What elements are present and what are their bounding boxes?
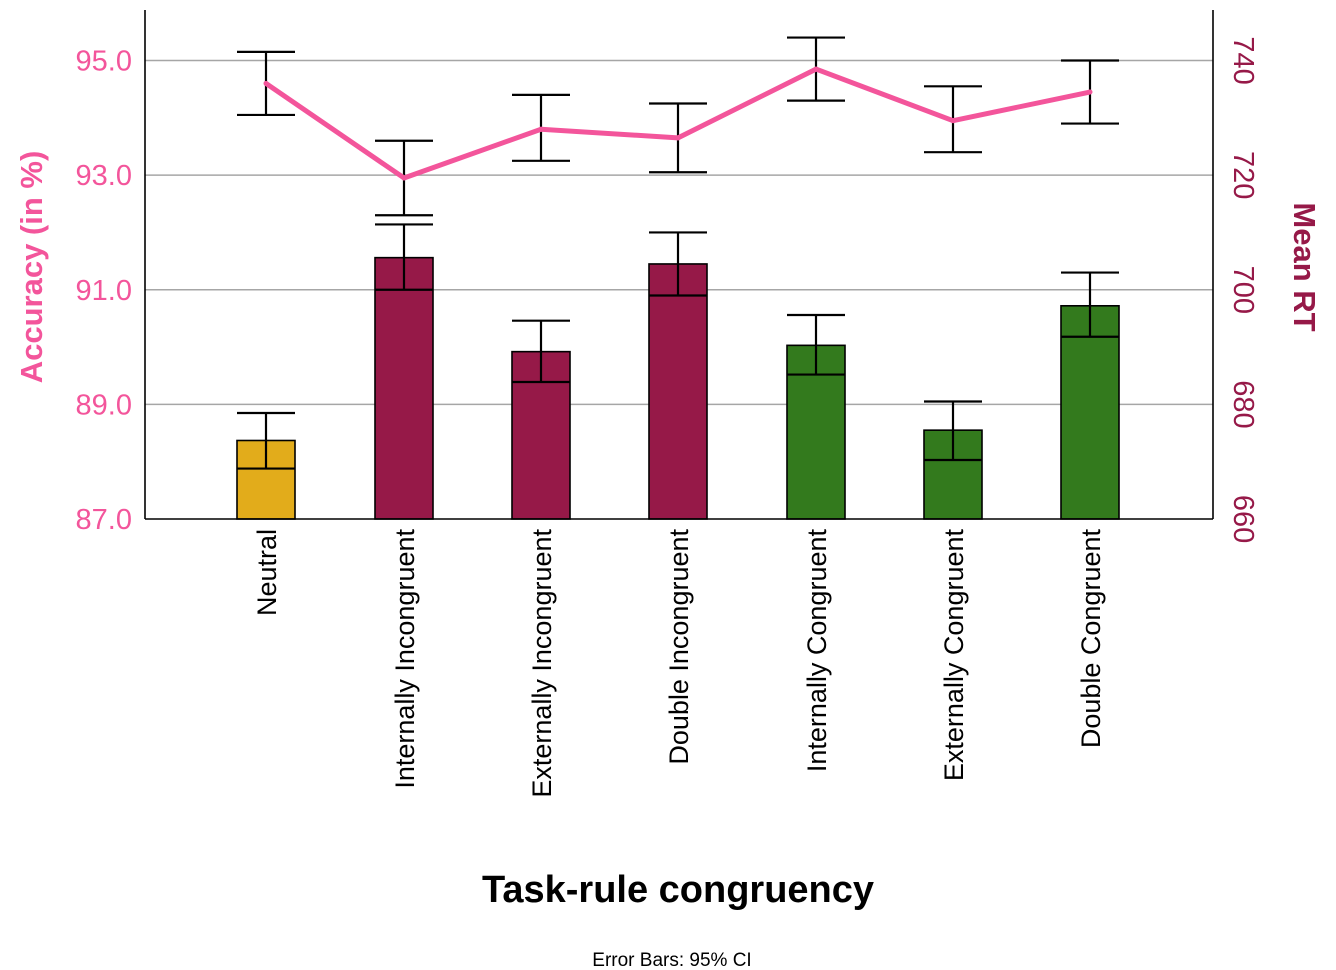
right-tick-label: 700 bbox=[1227, 266, 1259, 314]
left-tick-label: 87.0 bbox=[76, 504, 132, 536]
line-point bbox=[813, 66, 819, 72]
axes bbox=[144, 10, 1214, 520]
right-tick-label: 720 bbox=[1227, 151, 1259, 199]
left-tick-label: 95.0 bbox=[76, 46, 132, 78]
left-tick-label: 89.0 bbox=[76, 389, 132, 421]
bar-error-bar bbox=[375, 223, 433, 291]
bar bbox=[374, 256, 434, 520]
y-axis-right-title: Mean RT bbox=[1287, 202, 1322, 331]
category-label: Externally Congruent bbox=[939, 529, 969, 782]
category-label: Externally Incongruent bbox=[527, 529, 557, 798]
category-label: Double Congruent bbox=[1076, 529, 1106, 749]
category-label: Double Incongruent bbox=[664, 529, 694, 765]
line-point bbox=[263, 80, 269, 86]
right-axis-ticks: 660 680 700 720 740 bbox=[1227, 36, 1259, 543]
category-label: Internally Congruent bbox=[802, 529, 832, 773]
category-labels: Neutral Internally Incongruent Externally … bbox=[252, 529, 1106, 798]
bar-error-bar bbox=[237, 411, 295, 470]
line-error-bars bbox=[237, 36, 1119, 217]
line-point bbox=[401, 175, 407, 181]
line-point bbox=[950, 118, 956, 124]
accuracy-line bbox=[263, 66, 1093, 181]
bar bbox=[648, 263, 708, 520]
bar-error-bar bbox=[649, 231, 707, 297]
line-point bbox=[675, 135, 681, 141]
left-tick-label: 91.0 bbox=[76, 275, 132, 307]
bars bbox=[236, 256, 1120, 520]
bar-error-bar bbox=[924, 400, 982, 462]
line-point bbox=[1087, 89, 1093, 95]
right-tick-label: 660 bbox=[1227, 495, 1259, 543]
right-tick-label: 740 bbox=[1227, 36, 1259, 84]
category-label: Neutral bbox=[252, 529, 282, 616]
left-tick-label: 93.0 bbox=[76, 160, 132, 192]
right-tick-label: 680 bbox=[1227, 380, 1259, 428]
left-axis-ticks: 87.0 89.0 91.0 93.0 95.0 bbox=[76, 46, 132, 537]
category-label: Internally Incongruent bbox=[390, 529, 420, 789]
error-bars-note: Error Bars: 95% CI bbox=[592, 950, 751, 970]
line-point bbox=[538, 126, 544, 132]
y-axis-left-title: Accuracy (in %) bbox=[14, 151, 49, 384]
bar-error-bar bbox=[512, 319, 570, 384]
bar-error-bars bbox=[237, 223, 1119, 470]
bar-error-bar bbox=[787, 313, 845, 376]
x-axis-title: Task-rule congruency bbox=[482, 869, 874, 911]
bar bbox=[1060, 304, 1120, 520]
bar-error-bar bbox=[1061, 271, 1119, 338]
